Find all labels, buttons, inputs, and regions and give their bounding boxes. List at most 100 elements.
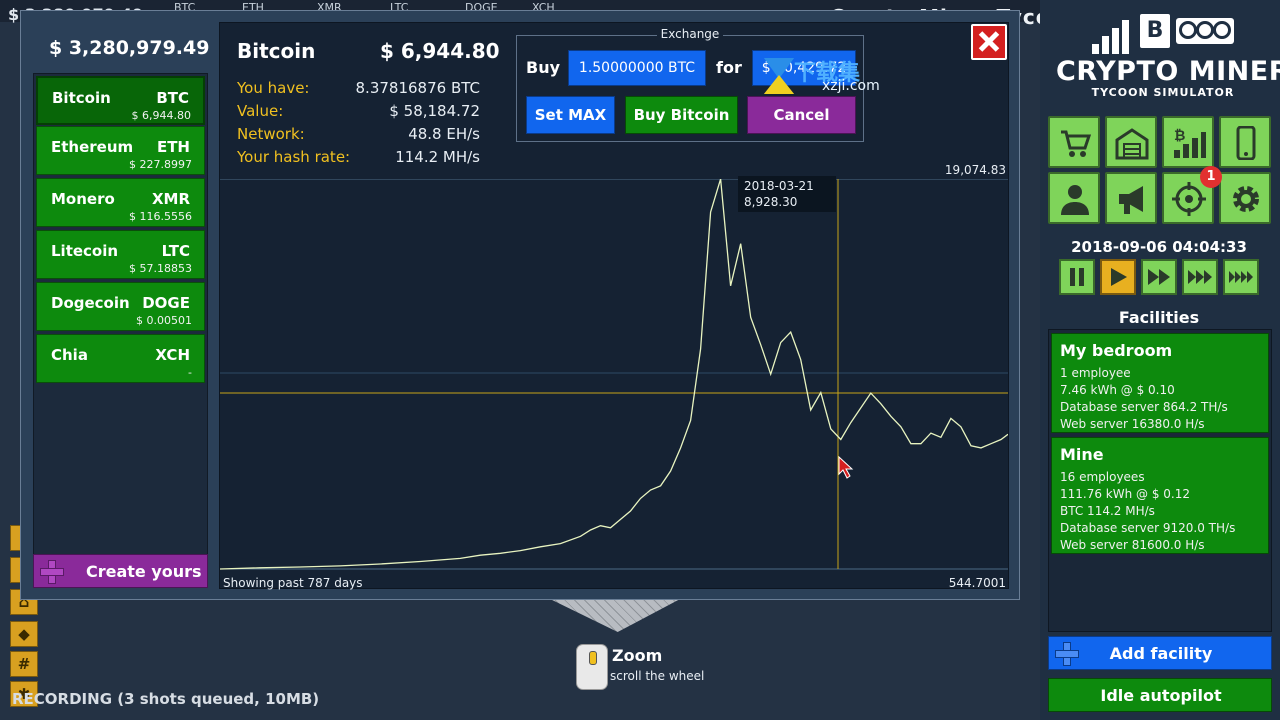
megaphone-icon[interactable] — [1105, 172, 1157, 224]
coin-name: Chia — [51, 346, 88, 364]
coin-item-dogecoin[interactable]: Dogecoin DOGE $ 0.00501 — [36, 282, 205, 331]
grid-icon[interactable]: # — [10, 651, 38, 677]
coin-price: $ 0.00501 — [136, 314, 192, 327]
coin-item-ethereum[interactable]: Ethereum ETH $ 227.8997 — [36, 126, 205, 175]
phone-icon[interactable] — [1219, 116, 1271, 168]
coin-name: Dogecoin — [51, 294, 130, 312]
tooltip-date: 2018-03-21 — [744, 179, 814, 193]
coin-name: Ethereum — [51, 138, 134, 156]
coin-item-monero[interactable]: Monero XMR $ 116.5556 — [36, 178, 205, 227]
exchange-title: Exchange — [517, 27, 863, 41]
hint-title: Zoom — [612, 646, 663, 665]
coin-price: $ 57.18853 — [129, 262, 192, 275]
facility-name: My bedroom — [1060, 341, 1173, 360]
facility-hashrate: BTC 114.2 MH/s — [1060, 504, 1155, 518]
value-value: $ 58,184.72 — [389, 102, 480, 120]
coin-price: $ 227.8997 — [129, 158, 192, 171]
coin-symbol: ETH — [156, 138, 190, 156]
chart-range-label: Showing past 787 days — [223, 576, 363, 590]
price-chart[interactable] — [220, 179, 1008, 572]
bitcoin-chart-icon[interactable]: ₿ — [1162, 116, 1214, 168]
facility-web-server: Web server 81600.0 H/s — [1060, 538, 1205, 552]
layers-icon[interactable]: ◆ — [10, 621, 38, 647]
network-label: Network: — [237, 125, 305, 143]
logo-chip-icon: B — [1140, 14, 1170, 48]
chart-y-max-label: 19,074.83 — [944, 163, 1006, 177]
plus-icon — [1055, 642, 1079, 666]
user-icon[interactable] — [1048, 172, 1100, 224]
gear-icon[interactable] — [1219, 172, 1271, 224]
facility-my-bedroom[interactable]: My bedroom 1 employee 7.46 kWh @ $ 0.10 … — [1051, 333, 1269, 433]
buy-amount-input[interactable]: 1.50000000 BTC — [568, 50, 706, 86]
floor-tile — [548, 598, 682, 632]
facility-name: Mine — [1060, 445, 1104, 464]
exchange-title-text: Exchange — [656, 27, 724, 41]
create-coin-button[interactable]: Create yours — [33, 554, 208, 588]
coin-name: Monero — [51, 190, 115, 208]
svg-text:₿: ₿ — [1174, 128, 1185, 144]
coin-symbol: DOGE — [142, 294, 190, 312]
facility-power: 111.76 kWh @ $ 0.12 — [1060, 487, 1191, 501]
facility-db-server: Database server 864.2 TH/s — [1060, 400, 1228, 414]
holdings-value: 8.37816876 BTC — [355, 79, 480, 97]
coin-name: Bitcoin — [52, 89, 111, 107]
coin-item-chia[interactable]: Chia XCH - — [36, 334, 205, 383]
coin-item-bitcoin[interactable]: Bitcoin BTC $ 6,944.80 — [36, 76, 205, 125]
coin-price: $ 116.5556 — [129, 210, 192, 223]
coin-item-litecoin[interactable]: Litecoin LTC $ 57.18853 — [36, 230, 205, 279]
fastest-icon[interactable] — [1223, 259, 1259, 295]
watermark-url: xzji.com — [822, 78, 880, 94]
warehouse-icon[interactable] — [1105, 116, 1157, 168]
holdings-label: You have: — [237, 79, 310, 97]
play-icon[interactable] — [1100, 259, 1136, 295]
coin-detail-title: Bitcoin — [237, 39, 316, 63]
hashrate-label: Your hash rate: — [237, 148, 351, 166]
coin-detail-panel: Bitcoin $ 6,944.80 You have: 8.37816876 … — [219, 22, 1009, 590]
facilities-title: Facilities — [1118, 308, 1200, 327]
add-facility-label: Add facility — [1109, 644, 1213, 663]
chart-y-min-label: 544.7001 — [948, 576, 1006, 590]
game-datetime: 2018-09-06 04:04:33 — [1071, 238, 1247, 256]
faster-icon[interactable] — [1182, 259, 1218, 295]
coin-price: $ 6,944.80 — [131, 109, 191, 122]
facility-db-server: Database server 9120.0 TH/s — [1060, 521, 1236, 535]
coin-symbol: XMR — [151, 190, 190, 208]
shop-icon[interactable] — [1048, 116, 1100, 168]
logo-fans-icon — [1176, 18, 1234, 44]
fast-forward-icon[interactable] — [1141, 259, 1177, 295]
hint-subtitle: scroll the wheel — [610, 669, 705, 683]
modal-balance: $ 3,280,979.49 — [49, 37, 210, 59]
value-label: Value: — [237, 102, 284, 120]
buy-coin-button[interactable]: Buy Bitcoin — [625, 96, 738, 134]
mouse-icon — [576, 644, 608, 690]
facility-web-server: Web server 16380.0 H/s — [1060, 417, 1205, 431]
coin-symbol: XCH — [155, 346, 190, 364]
chart-tooltip: 2018-03-21 8,928.30 — [738, 176, 836, 212]
cancel-button[interactable]: Cancel — [747, 96, 856, 134]
watermark-logo-icon — [763, 58, 795, 94]
set-max-button[interactable]: Set MAX — [526, 96, 615, 134]
plus-icon — [40, 560, 64, 584]
logo-subtitle: TYCOON SIMULATOR — [1091, 86, 1235, 99]
coin-exchange-modal: $ 3,280,979.49 Bitcoin BTC $ 6,944.80 Et… — [20, 10, 1020, 600]
facility-power: 7.46 kWh @ $ 0.10 — [1060, 383, 1175, 397]
recording-status: RECORDING (3 shots queued, 10MB) — [12, 690, 320, 708]
add-facility-button[interactable]: Add facility — [1048, 636, 1272, 670]
mouse-cursor-icon — [838, 456, 854, 479]
facility-mine[interactable]: Mine 16 employees 111.76 kWh @ $ 0.12 BT… — [1051, 437, 1269, 554]
coin-name: Litecoin — [51, 242, 119, 260]
watermark: 下载集 xzji.com — [762, 56, 902, 100]
coin-symbol: BTC — [156, 89, 189, 107]
facilities-list: My bedroom 1 employee 7.46 kWh @ $ 0.10 … — [1048, 329, 1272, 632]
idle-autopilot-button[interactable]: Idle autopilot — [1048, 678, 1272, 712]
logo-title: CRYPTO MINER — [1056, 56, 1280, 87]
price-series-line — [220, 179, 1008, 570]
settings-tool-icon[interactable]: ✱ — [10, 681, 38, 707]
game-logo: B CRYPTO MINER TYCOON SIMULATOR — [1056, 12, 1280, 104]
exchange-box: Exchange Buy 1.50000000 BTC for $ 10,429… — [516, 27, 864, 142]
close-icon[interactable] — [971, 24, 1007, 60]
pause-icon[interactable] — [1059, 259, 1095, 295]
coin-symbol: LTC — [161, 242, 190, 260]
watermark-text: 下载集 — [794, 61, 861, 86]
for-label: for — [716, 58, 742, 77]
